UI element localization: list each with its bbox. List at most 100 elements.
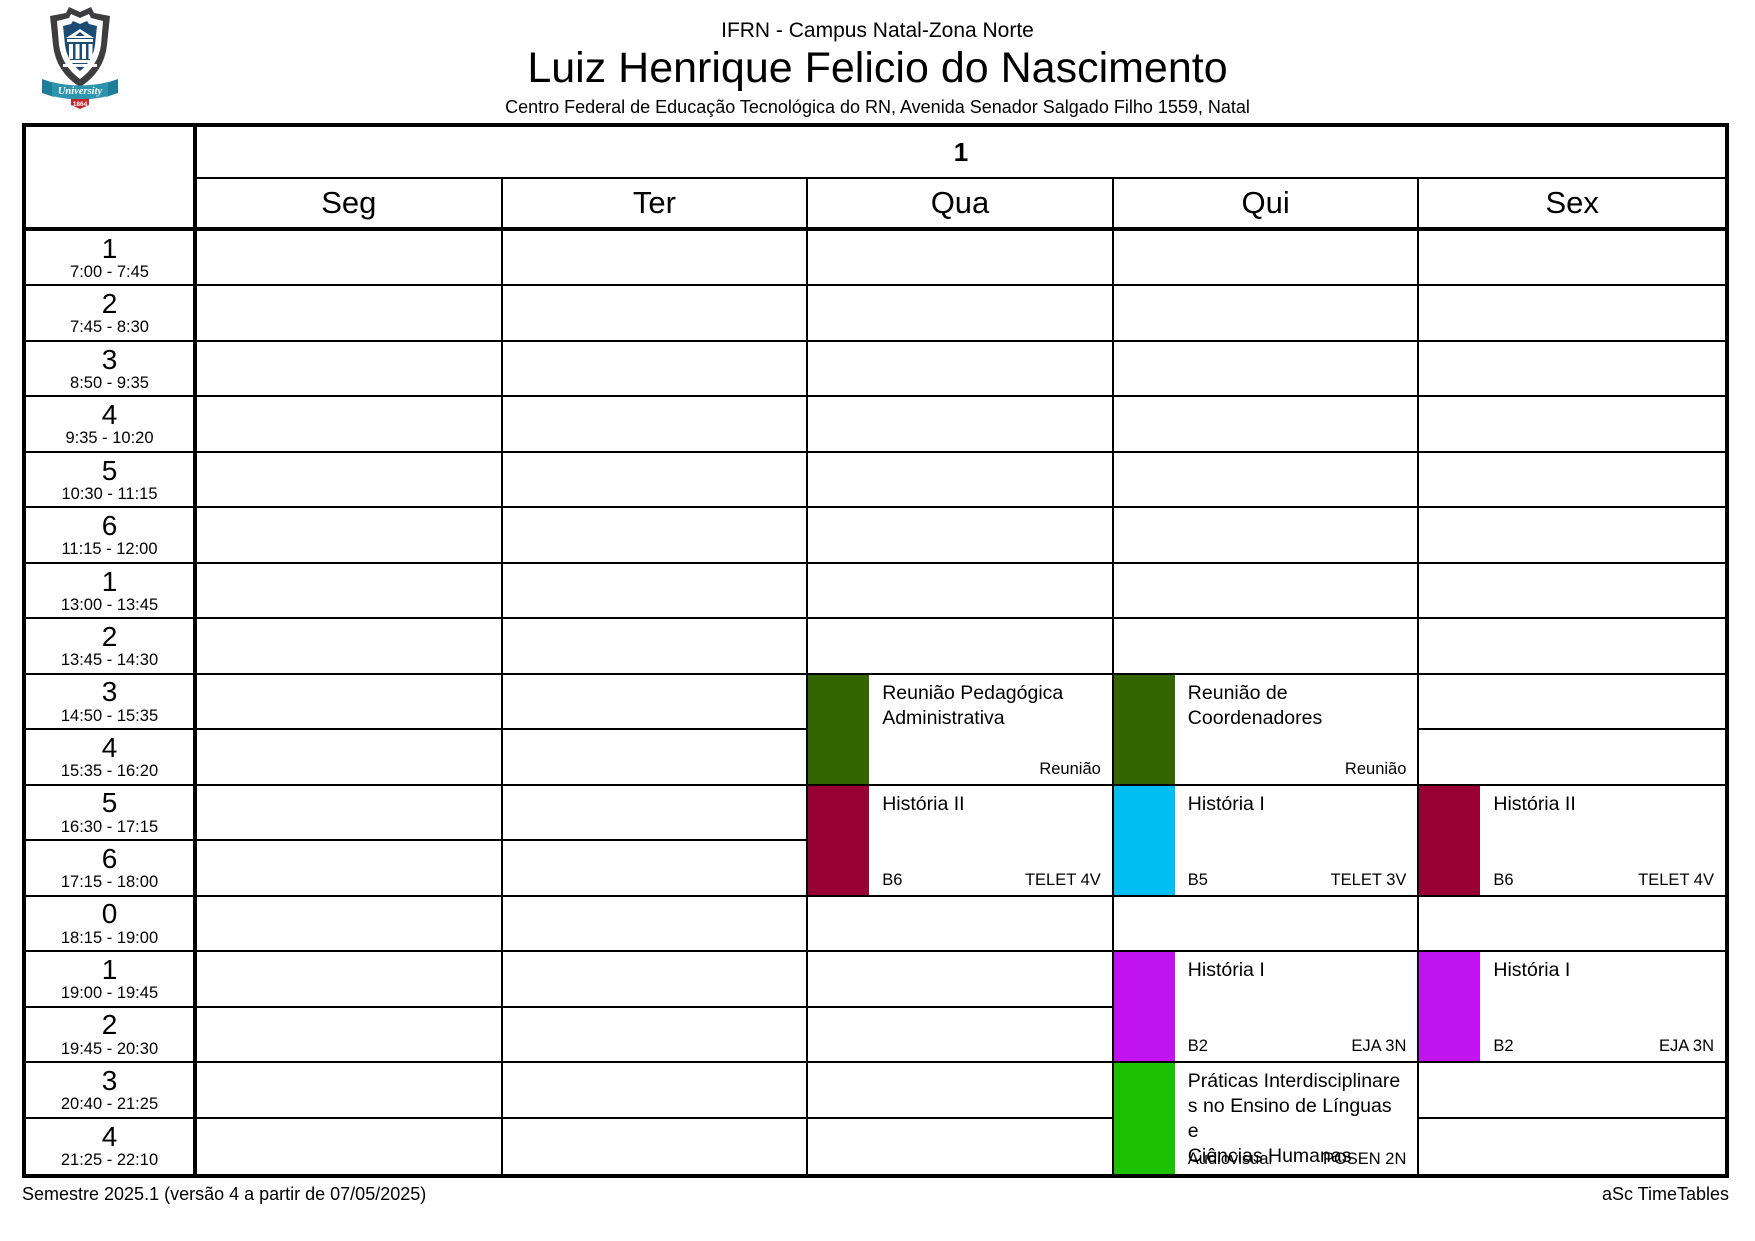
period-cell-1: 1 7:00 - 7:45 [26, 231, 197, 287]
period-number: 0 [101, 898, 118, 930]
period-number: 4 [101, 731, 118, 763]
event-title: Reunião Pedagógica Administrativa [882, 681, 1064, 729]
empty-slot [1113, 231, 1420, 287]
event-qui-row9: Reunião de Coordenadores Reunião [1113, 674, 1420, 786]
event-badge: TELET 4V [1024, 870, 1101, 889]
empty-slot [197, 1063, 503, 1119]
event-qui-row11: História I B5 TELET 3V [1113, 785, 1420, 897]
event-color-strip [1419, 952, 1481, 1062]
event-title: História II [1493, 792, 1576, 815]
footer-app-name: aSc TimeTables [1601, 1184, 1729, 1204]
period-time: 17:15 - 18:00 [60, 873, 159, 892]
event-color-strip [1113, 952, 1175, 1062]
period-number: 4 [101, 1121, 118, 1153]
empty-slot [1419, 397, 1725, 453]
event-body: Reunião Pedagógica Administrativa Reunião [869, 675, 1112, 784]
period-cell-13: 0 18:15 - 19:00 [26, 896, 197, 953]
footer-semester-info: Semestre 2025.1 (versão 4 a partir de 07… [22, 1184, 427, 1204]
empty-slot [1419, 452, 1725, 509]
empty-slot [1113, 619, 1420, 675]
event-qui-row16: Práticas Interdisciplinare s no Ensino d… [1113, 1063, 1420, 1174]
empty-slot [1113, 508, 1420, 564]
event-body: Reunião de Coordenadores Reunião [1175, 675, 1418, 784]
empty-slot [197, 730, 503, 786]
empty-slot [197, 397, 503, 453]
event-title: Práticas Interdisciplinare s no Ensino d… [1187, 1070, 1401, 1167]
day-header-ter: Ter [502, 179, 809, 231]
empty-slot [808, 231, 1114, 287]
event-color-strip [808, 674, 870, 784]
period-cell-12: 6 17:15 - 18:00 [26, 841, 197, 897]
period-time: 7:45 - 8:30 [70, 318, 149, 337]
empty-slot [502, 397, 809, 453]
period-cell-9: 3 14:50 - 15:35 [26, 674, 197, 731]
empty-slot [502, 896, 809, 953]
person-name: Luiz Henrique Felicio do Nascimento [527, 44, 1228, 93]
event-room: B5 [1187, 870, 1208, 889]
period-cell-10: 4 15:35 - 16:20 [26, 730, 197, 786]
empty-slot [1113, 563, 1420, 620]
empty-slot [808, 341, 1114, 398]
period-time: 15:35 - 16:20 [60, 762, 159, 781]
day-header-qui: Qui [1113, 179, 1420, 231]
period-number: 5 [101, 787, 118, 819]
corner-cell [26, 127, 197, 231]
period-time: 10:30 - 11:15 [61, 484, 158, 503]
event-title: História I [1187, 959, 1265, 982]
period-time: 19:45 - 20:30 [60, 1039, 159, 1058]
empty-slot [502, 952, 809, 1008]
empty-slot [1419, 231, 1725, 287]
empty-slot [502, 785, 809, 842]
period-number: 1 [101, 953, 118, 985]
period-time: 20:40 - 21:25 [60, 1094, 159, 1113]
institution-address: Centro Federal de Educação Tecnológica d… [505, 96, 1250, 117]
period-time: 8:50 - 9:35 [70, 373, 149, 392]
university-logo: University 1864 [42, 7, 118, 109]
empty-slot [502, 1063, 809, 1119]
empty-slot [808, 1063, 1114, 1119]
event-room: Audiovisual [1187, 1150, 1273, 1168]
period-cell-8: 2 13:45 - 14:30 [26, 619, 197, 675]
event-room: B6 [1493, 870, 1514, 889]
period-time: 9:35 - 10:20 [65, 429, 154, 448]
period-number: 2 [101, 288, 118, 320]
period-number: 4 [101, 399, 118, 431]
empty-slot [197, 452, 503, 509]
period-cell-3: 3 8:50 - 9:35 [26, 341, 197, 398]
event-badge: EJA 3N [1351, 1037, 1407, 1056]
event-title: Reunião de Coordenadores [1187, 681, 1323, 729]
event-color-strip [1419, 785, 1481, 895]
event-color-strip [1113, 674, 1175, 784]
event-color-strip [1113, 1063, 1175, 1174]
event-badge: Reunião [1039, 759, 1101, 778]
empty-slot [808, 508, 1114, 564]
period-number: 3 [101, 1064, 118, 1096]
period-time: 13:00 - 13:45 [60, 595, 159, 614]
event-body: História I B5 TELET 3V [1175, 786, 1418, 895]
empty-slot [502, 730, 809, 786]
logo-year-badge: 1864 [71, 99, 89, 109]
period-number: 3 [101, 343, 118, 375]
event-title: História II [882, 792, 965, 815]
period-time: 19:00 - 19:45 [60, 984, 159, 1003]
empty-slot [1419, 674, 1725, 731]
empty-slot [197, 952, 503, 1008]
page-header: IFRN - Campus Natal-Zona Norte Luiz Henr… [0, 0, 1755, 118]
empty-slot [502, 341, 809, 398]
period-number: 5 [101, 454, 118, 486]
event-body: História I B2 EJA 3N [1480, 952, 1725, 1061]
event-title: História I [1187, 792, 1265, 815]
event-sex-row11: História II B6 TELET 4V [1419, 785, 1725, 897]
empty-slot [502, 563, 809, 620]
period-cell-17: 4 21:25 - 22:10 [26, 1118, 197, 1174]
empty-slot [502, 452, 809, 509]
empty-slot [808, 397, 1114, 453]
period-number: 1 [101, 232, 118, 264]
ribbon-banner: University [42, 79, 118, 100]
period-cell-2: 2 7:45 - 8:30 [26, 286, 197, 342]
empty-slot [1113, 452, 1420, 509]
empty-slot [1113, 397, 1420, 453]
empty-slot [502, 674, 809, 731]
period-number: 6 [101, 842, 118, 874]
empty-slot [197, 619, 503, 675]
